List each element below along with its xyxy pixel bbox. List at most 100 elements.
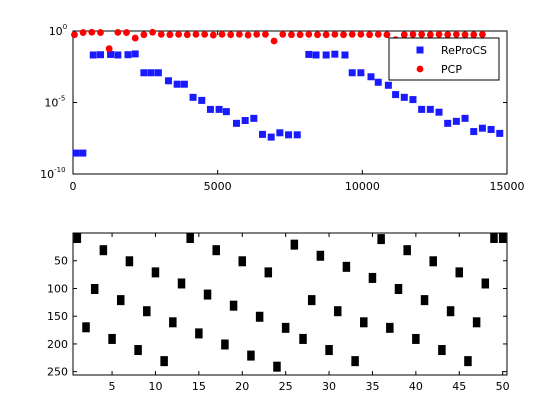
- support-point: [386, 322, 394, 333]
- pcp-point: [314, 31, 321, 39]
- reprocs-point: [496, 129, 504, 137]
- support-point: [377, 234, 385, 245]
- support-point: [498, 233, 507, 243]
- support-point: [212, 245, 220, 256]
- support-point: [99, 245, 108, 256]
- reprocs-point: [384, 81, 392, 89]
- legend-label: ReProCS: [441, 44, 487, 57]
- pcp-point: [444, 31, 452, 39]
- reprocs-point: [89, 51, 97, 59]
- support-point: [464, 356, 472, 367]
- support-point: [368, 272, 377, 283]
- support-point: [299, 333, 307, 344]
- pcp-point: [383, 31, 391, 39]
- pcp-point: [149, 28, 156, 36]
- pcp-point: [435, 30, 443, 38]
- legend-box: [388, 37, 500, 81]
- legend-label: PCP: [441, 63, 462, 76]
- reprocs-point: [131, 50, 139, 58]
- reprocs-point: [400, 93, 408, 101]
- reprocs-point: [259, 130, 267, 138]
- y-tick-label: 150: [47, 310, 68, 323]
- reprocs-point: [124, 51, 132, 59]
- pcp-point: [426, 31, 434, 39]
- pcp-point: [166, 31, 174, 39]
- support-point: [177, 278, 186, 289]
- support-point: [412, 333, 420, 344]
- reprocs-point: [409, 96, 417, 104]
- reprocs-point: [392, 91, 400, 99]
- pcp-point: [296, 31, 304, 39]
- reprocs-point: [241, 117, 249, 125]
- pcp-point: [331, 30, 339, 38]
- support-point: [116, 295, 125, 306]
- reprocs-point: [452, 117, 460, 125]
- x-tick-label: 45: [452, 380, 466, 393]
- y-tick-label: 250: [47, 366, 68, 379]
- y-tick-exponent: -10: [54, 166, 65, 174]
- reprocs-point: [250, 114, 258, 122]
- support-point: [281, 322, 290, 333]
- reprocs-point: [348, 69, 356, 77]
- reprocs-point: [285, 131, 293, 139]
- reprocs-point: [374, 78, 382, 86]
- pcp-point: [227, 31, 235, 39]
- pcp-point: [461, 31, 469, 39]
- x-tick-label: 10000: [345, 180, 380, 193]
- support-point: [325, 345, 333, 356]
- y-tick-label: 10 -5: [44, 95, 65, 110]
- pcp-point: [183, 31, 191, 39]
- legend: ReProCS PCP: [388, 37, 500, 81]
- reprocs-point: [418, 105, 426, 113]
- reprocs-point: [470, 128, 478, 136]
- reprocs-point: [312, 51, 320, 59]
- support-point: [238, 256, 247, 267]
- support-point: [247, 350, 255, 361]
- x-tick-label: 10: [148, 380, 162, 393]
- support-point: [195, 328, 203, 339]
- reprocs-point: [367, 73, 375, 81]
- pcp-point: [270, 37, 278, 45]
- support-point: [490, 233, 498, 243]
- pcp-point: [340, 31, 347, 39]
- support-point: [134, 345, 142, 356]
- support-point: [420, 295, 429, 306]
- reprocs-point: [164, 77, 172, 85]
- support-point: [73, 233, 82, 243]
- x-tick-label: 20: [235, 380, 249, 393]
- pcp-point: [400, 31, 408, 39]
- x-tick-label: 30: [322, 380, 336, 393]
- reprocs-point: [305, 50, 313, 58]
- support-point: [221, 339, 229, 350]
- y-tick-base: 10: [49, 25, 63, 38]
- support-point: [255, 311, 264, 322]
- support-point: [160, 356, 168, 367]
- y-tick-exponent: -5: [58, 95, 65, 103]
- x-tick-label: 15000: [490, 180, 525, 193]
- pcp-point: [201, 30, 209, 38]
- reprocs-point: [140, 69, 148, 77]
- pcp-point: [418, 30, 426, 38]
- support-point: [316, 250, 325, 261]
- y-tick-label: 10 -10: [40, 166, 65, 181]
- reprocs-point: [331, 50, 339, 58]
- y-tick-base: 10: [44, 97, 58, 110]
- support-point: [108, 333, 116, 344]
- reprocs-point: [444, 119, 452, 127]
- y-tick-base: 10: [40, 168, 54, 181]
- reprocs-point: [341, 51, 349, 59]
- pcp-point: [97, 29, 104, 36]
- pcp-point: [374, 30, 382, 38]
- pcp-point: [305, 30, 313, 38]
- pcp-point: [235, 30, 243, 38]
- support-point: [125, 256, 134, 267]
- y-tick-label: 200: [47, 338, 68, 351]
- reprocs-point: [198, 96, 206, 104]
- pcp-point: [218, 30, 226, 38]
- support-point: [351, 356, 359, 367]
- x-tick-label: 40: [409, 380, 423, 393]
- support-point: [455, 267, 464, 278]
- reprocs-point: [96, 51, 104, 59]
- x-tick-label: 5000: [204, 180, 232, 193]
